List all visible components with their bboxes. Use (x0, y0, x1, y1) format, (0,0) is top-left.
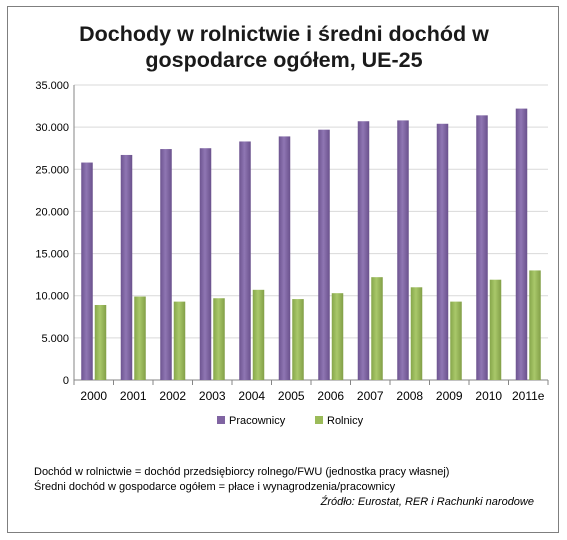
bar-pracownicy (120, 154, 133, 380)
x-tick-label: 2006 (317, 389, 344, 403)
y-tick-label: 25.000 (35, 164, 69, 176)
chart-notes: Dochód w rolnictwie = dochód przedsiębio… (34, 465, 564, 510)
bar-pracownicy (81, 162, 93, 380)
bar-rolnicy (252, 289, 265, 380)
x-tick-label: 2003 (199, 389, 226, 403)
bar-pracownicy (239, 141, 251, 380)
note-avg-income: Średni dochód w gospodarce ogółem = płac… (34, 481, 396, 493)
bar-rolnicy (292, 299, 304, 380)
x-tick-label: 2010 (475, 389, 502, 403)
x-tick-label: 2005 (278, 389, 305, 403)
bar-pracownicy (515, 108, 528, 380)
bar-rolnicy (331, 293, 344, 380)
bar-rolnicy (371, 277, 383, 380)
y-tick-label: 20.000 (35, 206, 69, 218)
bar-pracownicy (476, 115, 488, 380)
y-tick-label: 5.000 (41, 333, 69, 345)
bar-pracownicy (199, 148, 212, 380)
bar-rolnicy (489, 279, 502, 380)
note-source: Źródło: Eurostat, RER i Rachunki narodow… (320, 496, 534, 508)
bar-pracownicy (278, 136, 291, 380)
bar-pracownicy (160, 149, 172, 380)
y-tick-label: 35.000 (35, 80, 69, 92)
y-tick-label: 30.000 (35, 122, 69, 134)
y-tick-label: 0 (63, 375, 69, 387)
x-tick-label: 2000 (80, 389, 107, 403)
legend-swatch-rolnicy (315, 416, 323, 424)
bar-rolnicy (173, 301, 186, 380)
x-tick-label: 2002 (159, 389, 186, 403)
x-tick-label: 2011e (512, 389, 545, 403)
chart-title-line-1: Dochody w rolnictwie i średni dochód w (79, 22, 489, 46)
bar-rolnicy (450, 301, 462, 380)
chart-title: Dochody w rolnictwie i średni dochód w g… (8, 21, 560, 73)
bar-pracownicy (436, 123, 449, 381)
chart-title-line-2: gospodarce ogółem, UE-25 (145, 48, 423, 72)
x-tick-label: 2001 (120, 389, 147, 403)
legend-label-pracownicy: Pracownicy (229, 415, 286, 427)
bar-chart: 0 5.000 10.000 15.000 20.000 25.000 30.000 35.0… (35, 80, 549, 427)
bar-pracownicy (318, 129, 330, 380)
y-tick-label: 15.000 (35, 249, 69, 261)
x-tick-label: 2008 (396, 389, 423, 403)
x-tick-label: 2004 (238, 389, 265, 403)
bar-rolnicy (94, 304, 107, 380)
bar-rolnicy (134, 296, 146, 380)
chart-frame: Dochody w rolnictwie i średni dochód w g… (7, 6, 559, 533)
bar-rolnicy (410, 287, 423, 380)
x-tick-label: 2007 (357, 389, 384, 403)
y-tick-label: 10.000 (35, 291, 69, 303)
bar-pracownicy (357, 121, 370, 380)
legend-swatch-pracownicy (217, 416, 225, 424)
bar-rolnicy (213, 298, 225, 380)
bar-pracownicy (397, 120, 409, 381)
x-tick-label: 2009 (436, 389, 463, 403)
legend-label-rolnicy: Rolnicy (327, 415, 364, 427)
note-agri-income: Dochód w rolnictwie = dochód przedsiębio… (34, 466, 450, 478)
bar-rolnicy (529, 270, 541, 380)
